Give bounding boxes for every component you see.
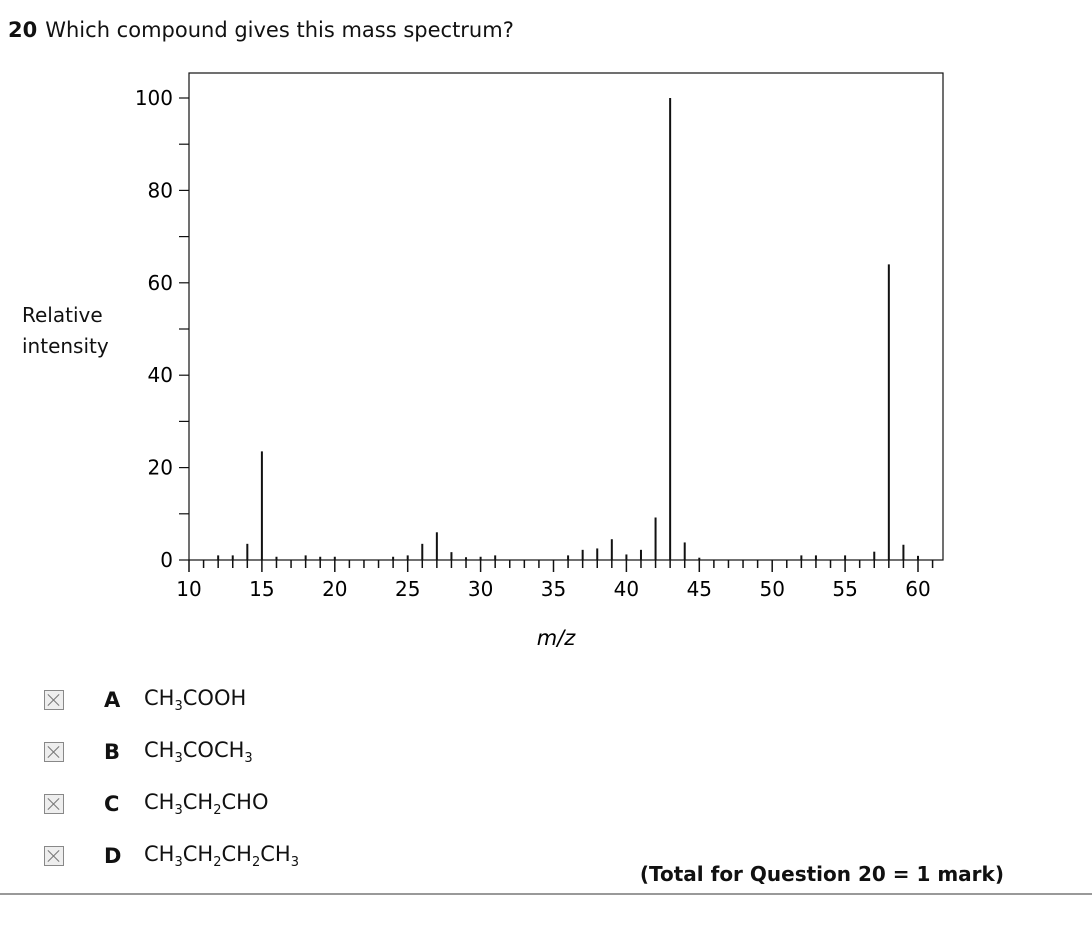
- formula-subscript: 3: [174, 751, 183, 767]
- formula-group: COOH: [182, 686, 247, 710]
- formula-subscript: 2: [251, 855, 261, 871]
- x-tick-label: 25: [395, 577, 420, 601]
- formula-group: CHO: [221, 790, 269, 814]
- formula-subscript: 3: [174, 803, 183, 819]
- divider: [0, 893, 1092, 895]
- question-prompt: Which compound gives this mass spectrum?: [45, 18, 514, 42]
- y-tick-label: 100: [135, 86, 173, 110]
- option-formula: CH3COCH3: [144, 738, 253, 766]
- formula-group: COCH: [182, 738, 245, 762]
- x-tick-label: 35: [541, 577, 566, 601]
- formula-group: CH: [144, 738, 175, 762]
- answer-option-b[interactable]: B CH3COCH3: [44, 738, 253, 766]
- question-number: 20: [8, 18, 38, 42]
- formula-group: CH: [144, 842, 175, 866]
- x-tick-label: 40: [614, 577, 639, 601]
- x-tick-label: 55: [832, 577, 857, 601]
- formula-group: CH: [182, 790, 214, 814]
- x-tick-label: 45: [687, 577, 712, 601]
- checkbox-icon[interactable]: [44, 794, 64, 815]
- y-tick-label: 60: [148, 271, 173, 295]
- option-formula: CH3COOH: [144, 686, 246, 714]
- x-tick-label: 20: [322, 577, 347, 601]
- formula-group: CH: [144, 790, 175, 814]
- y-tick-label: 20: [148, 456, 173, 480]
- option-letter: D: [104, 844, 122, 869]
- formula-subscript: 3: [174, 855, 183, 871]
- answer-option-a[interactable]: A CH3COOH: [44, 686, 246, 714]
- formula-group: CH: [182, 842, 214, 866]
- y-tick-label: 40: [148, 363, 173, 387]
- checkbox-icon[interactable]: [44, 846, 64, 867]
- x-tick-label: 15: [249, 577, 274, 601]
- formula-group: CH: [221, 842, 252, 866]
- formula-subscript: 2: [213, 855, 222, 871]
- x-tick-label: 10: [176, 577, 201, 601]
- y-label-line: intensity: [22, 334, 109, 358]
- x-tick-label: 50: [759, 577, 784, 601]
- y-axis-label: Relative intensity: [22, 300, 109, 362]
- plot-frame: [188, 72, 944, 561]
- formula-subscript: 3: [244, 751, 253, 767]
- option-letter: A: [104, 688, 121, 713]
- x-tick-label: 30: [468, 577, 493, 601]
- option-formula: CH3CH2CHO: [144, 790, 268, 818]
- answer-option-d[interactable]: D CH3CH2CH2CH3: [44, 842, 299, 870]
- question-text: 20 Which compound gives this mass spectru…: [8, 18, 514, 42]
- option-letter: B: [104, 740, 121, 765]
- formula-group: CH: [144, 686, 175, 710]
- y-tick-label: 80: [148, 178, 173, 202]
- checkbox-icon[interactable]: [44, 690, 64, 711]
- formula-subscript: 3: [290, 855, 299, 871]
- option-formula: CH3CH2CH2CH3: [144, 842, 299, 870]
- option-letter: C: [104, 792, 120, 817]
- formula-group: CH: [260, 842, 291, 866]
- y-tick-label: 0: [160, 548, 173, 572]
- x-tick-label: 60: [905, 577, 930, 601]
- formula-subscript: 3: [174, 699, 183, 715]
- mass-spectrum-chart: 10 15 20 25 30 35 40 45 50 55 60 0 20 40 60 80 100 m/z: [135, 72, 944, 650]
- total-marks: (Total for Question 20 = 1 mark): [639, 862, 1004, 886]
- y-label-line: Relative: [22, 303, 103, 327]
- formula-subscript: 2: [213, 803, 222, 819]
- answer-option-c[interactable]: C CH3CH2CHO: [44, 790, 268, 818]
- x-axis-label: m/z: [537, 626, 577, 650]
- checkbox-icon[interactable]: [44, 742, 64, 763]
